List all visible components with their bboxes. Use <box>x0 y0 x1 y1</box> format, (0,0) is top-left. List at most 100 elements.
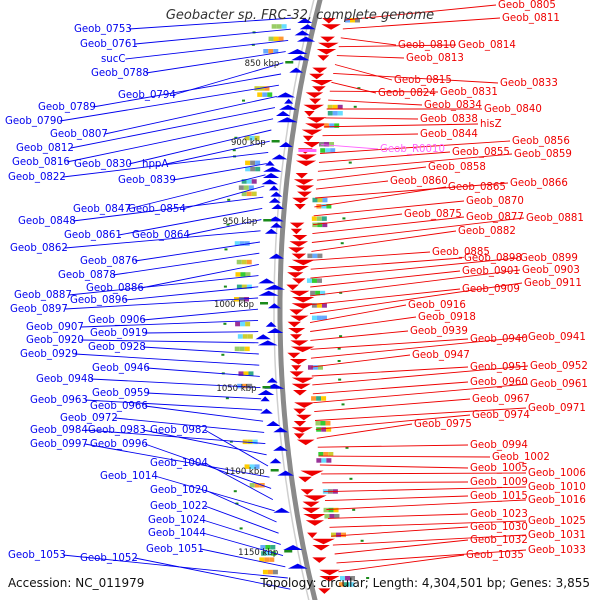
left-gene-label[interactable]: Geob_0753 <box>74 24 132 35</box>
right-gene-label[interactable]: Geob_0856 <box>512 136 570 147</box>
right-gene-label[interactable]: Geob_0834 <box>424 100 482 111</box>
left-gene-label[interactable]: Geob_0864 <box>132 230 190 241</box>
right-gene-label[interactable]: Geob_0899 <box>520 253 578 264</box>
left-gene-label[interactable]: Geob_0794 <box>118 90 176 101</box>
right-gene-label[interactable]: Geob_0901 <box>462 266 520 277</box>
left-gene-label[interactable]: Geob_0822 <box>8 172 66 183</box>
right-gene-label[interactable]: Geob_0814 <box>458 40 516 51</box>
right-gene-label[interactable]: Geob_0866 <box>510 178 568 189</box>
left-gene-label[interactable]: sucC <box>101 54 125 65</box>
left-gene-label[interactable]: Geob_0966 <box>90 401 148 412</box>
right-gene-label[interactable]: Geob_0974 <box>472 410 530 421</box>
right-gene-label[interactable]: Geob_1025 <box>528 516 586 527</box>
left-gene-label[interactable]: Geob_0761 <box>80 39 138 50</box>
right-gene-label[interactable]: Geob_0951 <box>470 362 528 373</box>
left-gene-label[interactable]: Geob_1024 <box>148 515 206 526</box>
right-gene-label[interactable]: Geob_0840 <box>484 104 542 115</box>
left-gene-label[interactable]: Geob_0830 <box>74 159 132 170</box>
left-gene-label[interactable]: Geob_0996 <box>90 439 148 450</box>
left-gene-label[interactable]: Geob_0907 <box>26 322 84 333</box>
right-gene-label[interactable]: Geob_0916 <box>408 300 466 311</box>
right-gene-label[interactable]: Geob_1023 <box>470 509 528 520</box>
right-gene-label[interactable]: Geob_1002 <box>492 452 550 463</box>
right-gene-label[interactable]: Geob_0939 <box>410 326 468 337</box>
left-gene-label[interactable]: Geob_0812 <box>16 143 74 154</box>
left-gene-label[interactable]: Geob_1053 <box>8 550 66 561</box>
left-gene-label[interactable]: Geob_0862 <box>10 243 68 254</box>
right-gene-label[interactable]: Geob_0875 <box>404 209 462 220</box>
left-gene-label[interactable]: Geob_0789 <box>38 102 96 113</box>
left-gene-label[interactable]: Geob_0807 <box>50 129 108 140</box>
left-gene-label[interactable]: Geob_0848 <box>18 216 76 227</box>
left-gene-label[interactable]: Geob_0972 <box>60 413 118 424</box>
gene-labels[interactable]: Geob_0753 Geob_0761 sucC Geob_0788 Geob_0794… <box>5 0 588 564</box>
left-gene-label[interactable]: hppA <box>142 159 168 170</box>
right-gene-label[interactable]: Geob_0898 <box>464 253 522 264</box>
right-gene-label[interactable]: Geob_0811 <box>502 13 560 24</box>
left-gene-label[interactable]: Geob_1044 <box>148 528 206 539</box>
right-gene-label[interactable]: Geob_0975 <box>414 419 472 430</box>
right-gene-label[interactable]: Geob_0810 <box>398 40 456 51</box>
right-gene-label[interactable]: Geob_0961 <box>530 379 588 390</box>
right-gene-label[interactable]: Geob_0805 <box>498 0 556 11</box>
right-gene-label[interactable]: Geob_1035 <box>466 550 524 561</box>
right-gene-label[interactable]: Geob_0952 <box>530 361 588 372</box>
right-gene-label[interactable]: Geob_0885 <box>432 247 490 258</box>
left-gene-label[interactable]: Geob_0896 <box>70 295 128 306</box>
left-gene-label[interactable]: Geob_0816 <box>12 157 70 168</box>
right-gene-label[interactable]: Geob_1015 <box>470 491 528 502</box>
right-gene-label[interactable]: Geob_0859 <box>514 149 572 160</box>
right-gene-label[interactable]: Geob_0844 <box>420 129 478 140</box>
right-gene-label[interactable]: Geob_1016 <box>528 495 586 506</box>
right-gene-label[interactable]: Geob_0967 <box>472 394 530 405</box>
right-gene-label[interactable]: Geob_0815 <box>394 75 452 86</box>
right-gene-label[interactable]: Geob_0838 <box>420 114 478 125</box>
left-gene-label[interactable]: Geob_1052 <box>80 553 138 564</box>
right-gene-label[interactable]: Geob_0911 <box>524 278 582 289</box>
right-gene-label[interactable]: Geob_0940 <box>470 334 528 345</box>
left-gene-label[interactable]: Geob_1022 <box>150 501 208 512</box>
right-gene-label[interactable]: Geob_0903 <box>522 265 580 276</box>
left-gene-label[interactable]: Geob_0839 <box>118 175 176 186</box>
left-gene-label[interactable]: Geob_0906 <box>88 315 146 326</box>
right-gene-label[interactable]: Geob_0855 <box>452 147 510 158</box>
right-gene-label[interactable]: Geob_0881 <box>526 213 584 224</box>
right-gene-label[interactable]: Geob_1009 <box>470 477 528 488</box>
right-gene-label[interactable]: Geob_R0010 <box>380 144 445 155</box>
right-gene-label[interactable]: Geob_0941 <box>528 332 586 343</box>
left-gene-label[interactable]: Geob_0886 <box>86 283 144 294</box>
right-gene-label[interactable]: hisZ <box>480 119 502 130</box>
right-gene-label[interactable]: Geob_0918 <box>418 312 476 323</box>
right-gene-label[interactable]: Geob_0960 <box>470 377 528 388</box>
right-gene-label[interactable]: Geob_0831 <box>440 87 498 98</box>
left-gene-label[interactable]: Geob_0887 <box>14 290 72 301</box>
left-gene-label[interactable]: Geob_1014 <box>100 471 158 482</box>
left-gene-label[interactable]: Geob_0854 <box>128 204 186 215</box>
right-gene-label[interactable]: Geob_1006 <box>528 468 586 479</box>
right-gene-label[interactable]: Geob_1010 <box>528 482 586 493</box>
left-gene-label[interactable]: Geob_0876 <box>80 256 138 267</box>
left-gene-label[interactable]: Geob_0878 <box>58 270 116 281</box>
right-gene-label[interactable]: Geob_0858 <box>428 162 486 173</box>
left-gene-label[interactable]: Geob_0946 <box>92 363 150 374</box>
left-gene-label[interactable]: Geob_1004 <box>150 458 208 469</box>
left-gene-label[interactable]: Geob_1020 <box>150 485 208 496</box>
right-gene-label[interactable]: Geob_0833 <box>500 78 558 89</box>
right-gene-label[interactable]: Geob_0870 <box>466 196 524 207</box>
right-gene-label[interactable]: Geob_1005 <box>470 463 528 474</box>
right-gene-label[interactable]: Geob_1032 <box>470 535 528 546</box>
right-gene-label[interactable]: Geob_1033 <box>528 545 586 556</box>
left-gene-label[interactable]: Geob_0929 <box>20 349 78 360</box>
left-gene-label[interactable]: Geob_0919 <box>90 328 148 339</box>
left-gene-label[interactable]: Geob_0982 <box>150 425 208 436</box>
right-gene-label[interactable]: Geob_0971 <box>528 403 586 414</box>
left-gene-label[interactable]: Geob_0963 <box>30 395 88 406</box>
left-gene-label[interactable]: Geob_0959 <box>92 388 150 399</box>
left-gene-label[interactable]: Geob_0788 <box>91 68 149 79</box>
left-gene-label[interactable]: Geob_0997 <box>30 439 88 450</box>
right-gene-label[interactable]: Geob_0909 <box>462 284 520 295</box>
left-gene-label[interactable]: Geob_0928 <box>88 342 146 353</box>
left-gene-label[interactable]: Geob_0920 <box>26 335 84 346</box>
right-gene-label[interactable]: Geob_0877 <box>466 212 524 223</box>
right-gene-label[interactable]: Geob_0882 <box>458 226 516 237</box>
